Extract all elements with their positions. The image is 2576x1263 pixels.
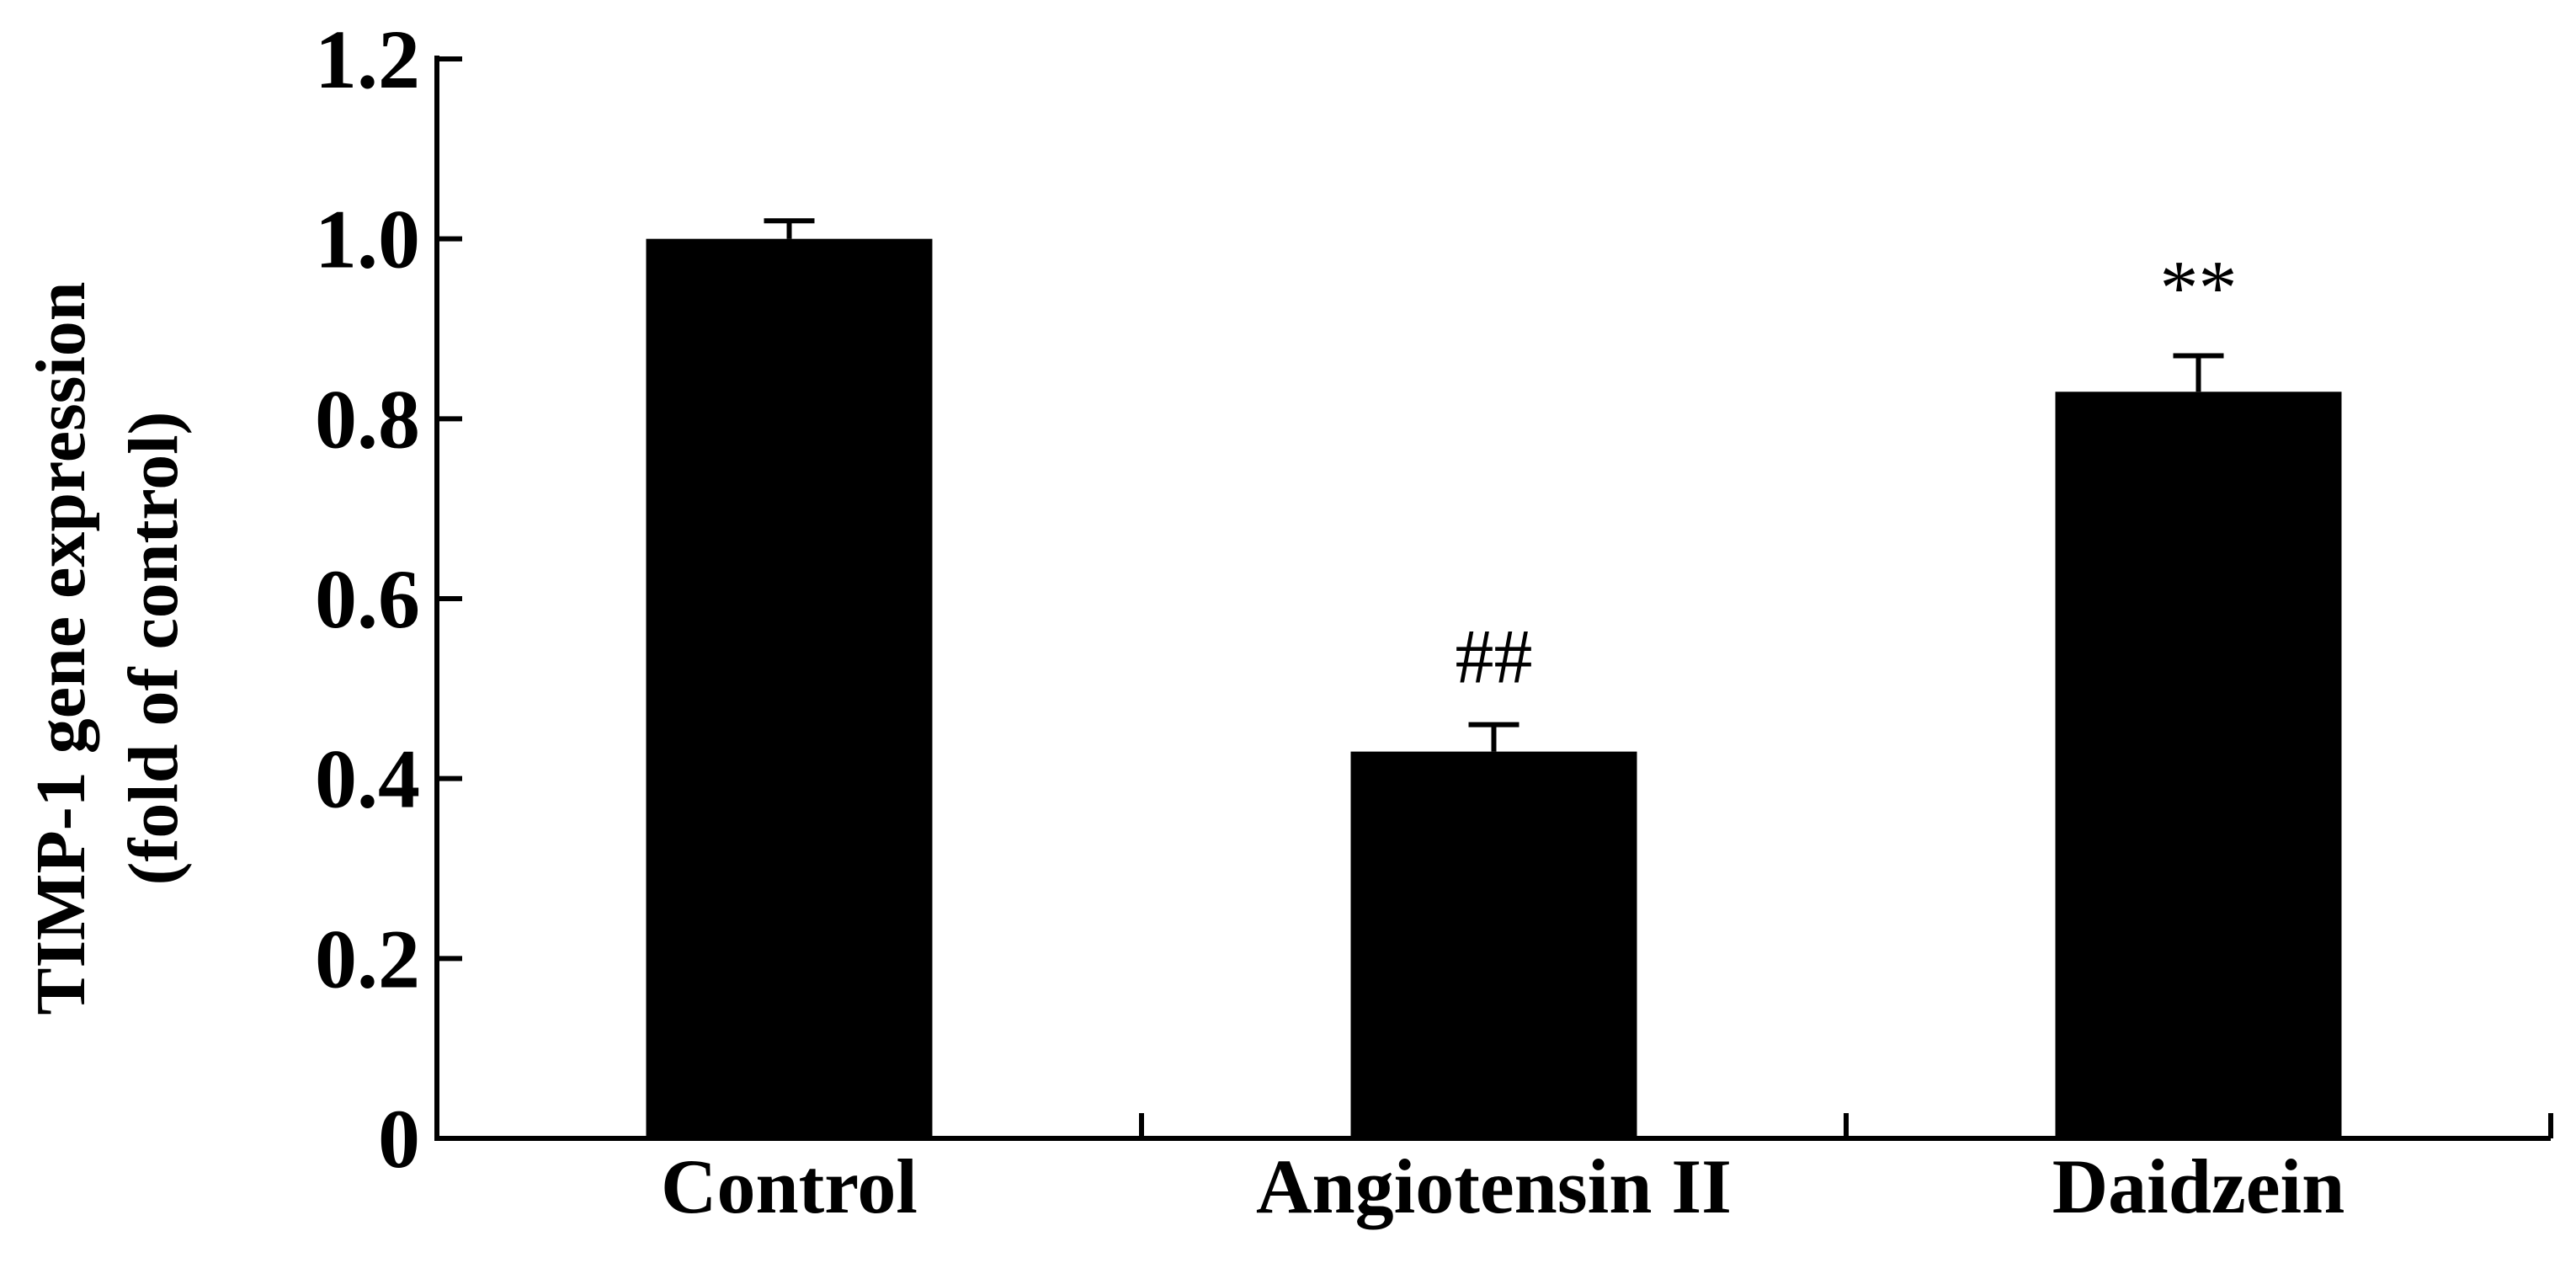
y-tick-label: 0: [378, 1092, 420, 1186]
y-tick-label: 0.4: [315, 733, 420, 826]
y-tick-label: 1.0: [315, 193, 420, 286]
x-category-label: Angiotensin II: [1256, 1143, 1732, 1229]
significance-annotations: ## **: [1456, 245, 2238, 700]
y-tick-label: 1.2: [315, 13, 420, 106]
y-axis-title-line-1: TIMP-1 gene expression: [22, 281, 100, 1015]
bar-daidzein: [2055, 392, 2342, 1138]
category-labels: Control Angiotensin II Daidzein: [661, 1143, 2344, 1229]
significance-marker: ##: [1456, 614, 1533, 700]
significance-marker: **: [2160, 245, 2238, 331]
y-axis-title-line-2: (fold of control): [114, 411, 193, 885]
y-axis-ticks: 0 0.2 0.4 0.6 0.8 1.0 1.2: [315, 13, 462, 1186]
y-axis-title: TIMP-1 gene expression (fold of control): [22, 281, 193, 1015]
y-tick-label: 0.2: [315, 912, 420, 1005]
bar-angiotensin-ii: [1350, 751, 1637, 1138]
x-axis-ticks: [1139, 1113, 2553, 1138]
y-tick-label: 0.8: [315, 372, 420, 466]
bars-group: [646, 238, 2342, 1139]
y-tick-label: 0.6: [315, 552, 420, 646]
bar-control: [646, 238, 933, 1139]
x-category-label: Daidzein: [2052, 1143, 2345, 1229]
x-category-label: Control: [661, 1143, 918, 1229]
error-bars-group: [764, 218, 2224, 752]
